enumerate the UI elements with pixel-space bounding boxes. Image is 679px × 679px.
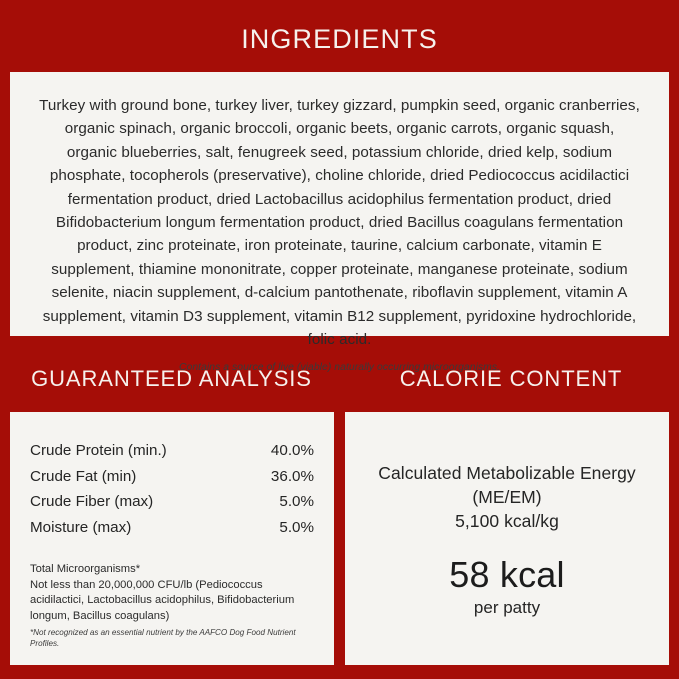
total-microorganisms-detail: Not less than 20,000,000 CFU/lb (Pedioco… [30, 578, 295, 622]
nutrient-name: Crude Fiber (max) [30, 493, 154, 510]
ingredients-microorganism-note: Contains a source of live (viable) natur… [178, 362, 501, 374]
ingredients-heading: INGREDIENTS [241, 24, 438, 54]
guaranteed-analysis-heading: GUARANTEED ANALYSIS [31, 366, 312, 391]
calorie-content-heading: CALORIE CONTENT [399, 366, 623, 391]
bottom-headings-row: GUARANTEED ANALYSIS CALORIE CONTENT [0, 368, 679, 390]
nutrient-value: 5.0% [279, 493, 314, 510]
calorie-content-inner: Calculated Metabolizable Energy (ME/EM) … [365, 430, 649, 655]
table-row: Moisture (max) 5.0% [30, 515, 314, 541]
aafco-footnote: *Not recognized as an essential nutrient… [30, 628, 296, 648]
calories-per-serving-value: 58 kcal [449, 553, 565, 595]
table-row: Crude Protein (min.) 40.0% [30, 438, 314, 464]
calorie-content-panel: Calculated Metabolizable Energy (ME/EM) … [345, 412, 669, 665]
total-microorganisms-block: Total Microorganisms* Not less than 20,0… [30, 562, 314, 624]
metabolizable-energy-label: Calculated Metabolizable Energy (ME/EM) [378, 462, 636, 507]
table-row: Crude Fiber (max) 5.0% [30, 489, 314, 515]
guaranteed-analysis-panel: Crude Protein (min.) 40.0% Crude Fat (mi… [10, 412, 334, 665]
calories-per-serving-label: per patty [473, 597, 541, 617]
nutrient-value: 36.0% [270, 467, 314, 485]
nutrient-value: 40.0% [270, 442, 314, 459]
table-row: Crude Fat (min) 36.0% [30, 464, 314, 490]
ingredients-panel: Turkey with ground bone, turkey liver, t… [10, 72, 669, 373]
ingredients-list-text: Turkey with ground bone, turkey liver, t… [39, 97, 640, 349]
guaranteed-analysis-heading-col: GUARANTEED ANALYSIS [0, 368, 343, 390]
metabolizable-energy-value: 5,100 kcal/kg [455, 510, 559, 531]
nutrient-name: Moisture (max) [30, 518, 132, 536]
nutrient-name: Crude Protein (min.) [30, 442, 167, 459]
guaranteed-analysis-table: Crude Protein (min.) 40.0% Crude Fat (mi… [30, 438, 314, 540]
nutrient-name: Crude Fat (min) [30, 467, 137, 485]
nutrient-value: 5.0% [279, 518, 314, 536]
calorie-content-heading-col: CALORIE CONTENT [343, 368, 679, 390]
total-microorganisms-title: Total Microorganisms* [30, 563, 141, 575]
